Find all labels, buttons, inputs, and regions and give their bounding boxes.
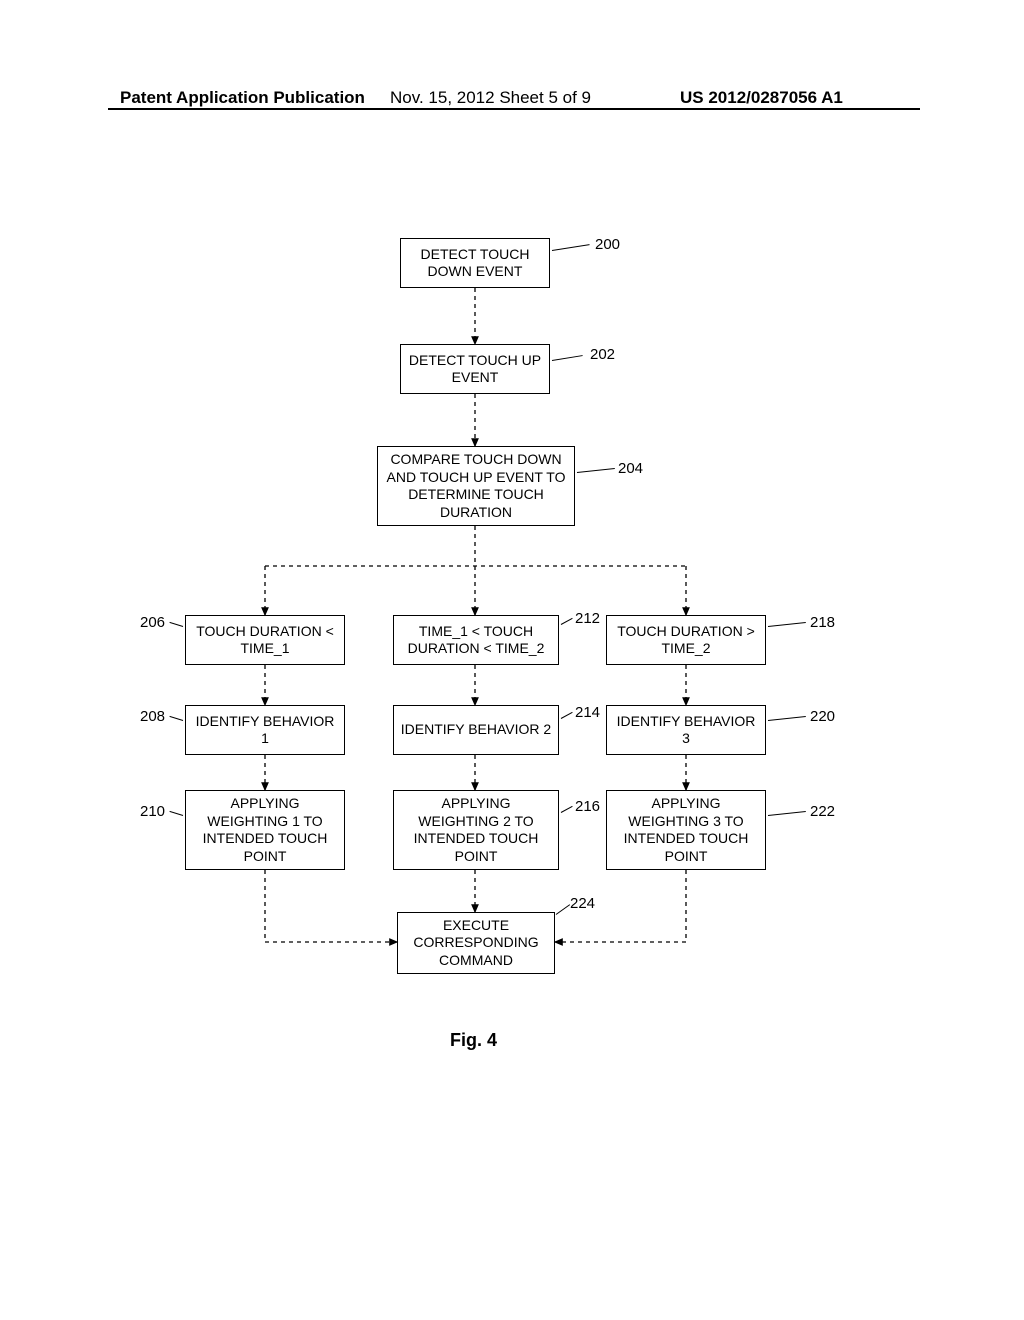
ref-label-206: 206 [140,614,165,631]
ref-leader-220 [768,716,806,721]
flow-node-206: TOUCH DURATION < TIME_1 [185,615,345,665]
ref-leader-216 [561,806,572,813]
ref-leader-212 [561,618,572,625]
ref-label-224: 224 [570,895,595,912]
ref-label-204: 204 [618,460,643,477]
ref-label-218: 218 [810,614,835,631]
ref-leader-204 [577,468,615,473]
flow-node-212: TIME_1 < TOUCH DURATION < TIME_2 [393,615,559,665]
header-center: Nov. 15, 2012 Sheet 5 of 9 [390,88,591,108]
flow-node-204: COMPARE TOUCH DOWN AND TOUCH UP EVENT TO… [377,446,575,526]
flow-node-208: IDENTIFY BEHAVIOR 1 [185,705,345,755]
ref-leader-224 [556,904,571,915]
ref-label-210: 210 [140,803,165,820]
ref-leader-210 [170,811,183,816]
flow-node-214: IDENTIFY BEHAVIOR 2 [393,705,559,755]
ref-label-212: 212 [575,610,600,627]
flow-node-220: IDENTIFY BEHAVIOR 3 [606,705,766,755]
ref-label-214: 214 [575,704,600,721]
ref-leader-200 [552,244,590,251]
ref-label-202: 202 [590,346,615,363]
figure-caption: Fig. 4 [450,1030,497,1051]
ref-leader-222 [768,811,806,816]
header-left: Patent Application Publication [120,88,365,108]
ref-label-216: 216 [575,798,600,815]
header-right: US 2012/0287056 A1 [680,88,843,108]
flow-node-222: APPLYING WEIGHTING 3 TO INTENDED TOUCH P… [606,790,766,870]
ref-leader-206 [170,622,183,627]
ref-label-200: 200 [595,236,620,253]
ref-leader-214 [561,712,572,719]
flow-node-202: DETECT TOUCH UP EVENT [400,344,550,394]
flow-node-224: EXECUTE CORRESPONDING COMMAND [397,912,555,974]
ref-leader-208 [170,716,183,721]
flow-node-216: APPLYING WEIGHTING 2 TO INTENDED TOUCH P… [393,790,559,870]
flow-node-200: DETECT TOUCH DOWN EVENT [400,238,550,288]
header-rule [108,108,920,110]
ref-label-208: 208 [140,708,165,725]
ref-label-220: 220 [810,708,835,725]
ref-leader-218 [768,622,806,627]
ref-label-222: 222 [810,803,835,820]
flow-node-210: APPLYING WEIGHTING 1 TO INTENDED TOUCH P… [185,790,345,870]
flow-node-218: TOUCH DURATION > TIME_2 [606,615,766,665]
ref-leader-202 [552,355,583,361]
